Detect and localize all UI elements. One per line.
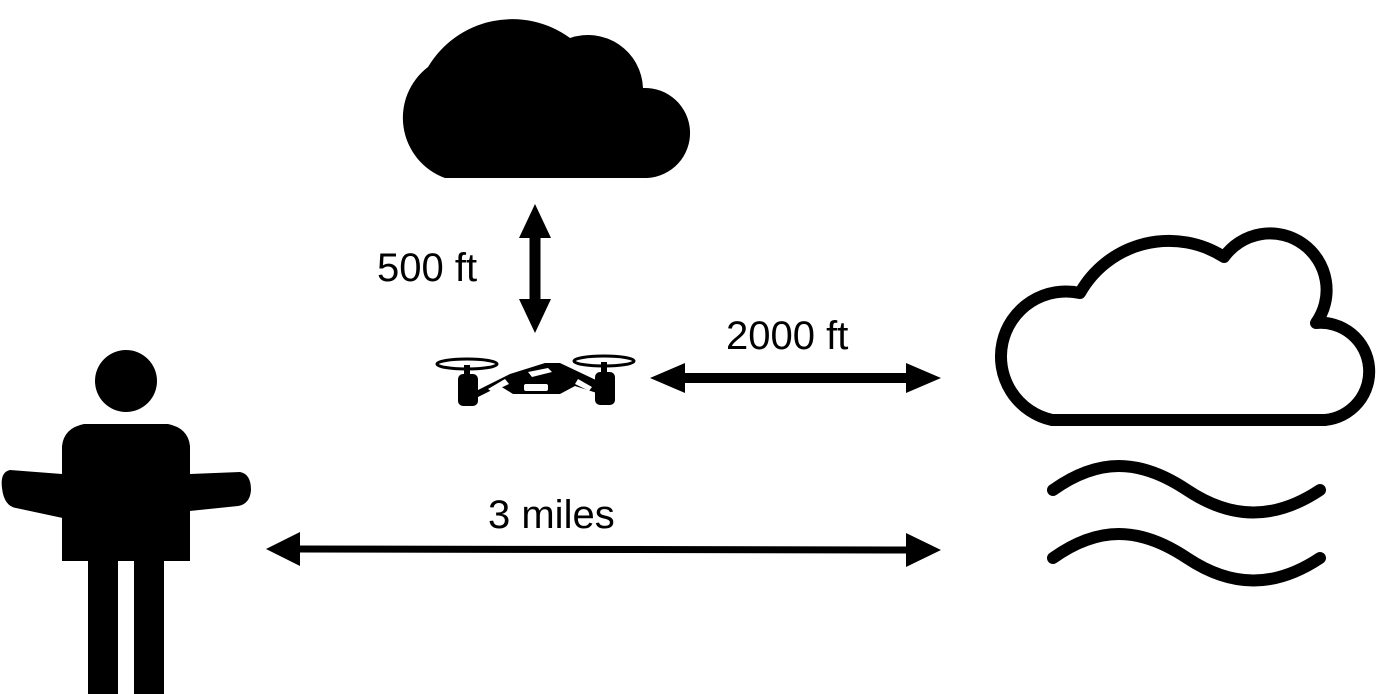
horizontal-distance-arrow: [650, 363, 941, 393]
cloud-solid-icon: [402, 19, 691, 178]
drone-icon: [435, 354, 636, 406]
vertical-distance-arrow: [519, 204, 551, 333]
fog-waves-icon: [1047, 460, 1326, 587]
cloud-outline-icon: [995, 227, 1376, 426]
ground-visibility-label: 3 miles: [488, 493, 615, 537]
ground-visibility-arrow: [266, 532, 941, 567]
horizontal-distance-label: 2000 ft: [726, 314, 849, 358]
person-shrug-icon: [1, 350, 251, 694]
vertical-distance-label: 500 ft: [377, 246, 478, 290]
